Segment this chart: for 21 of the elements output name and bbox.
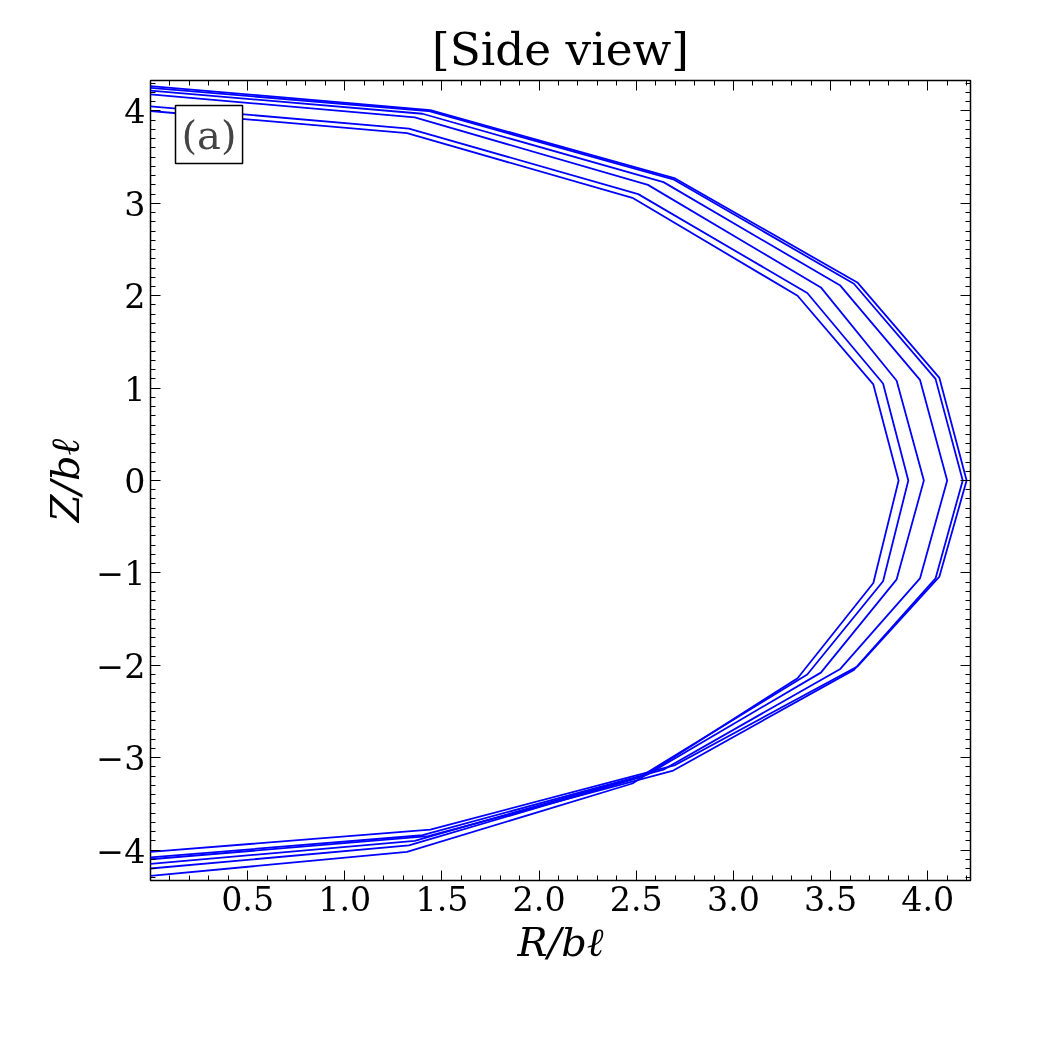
x-tick-label: 2.5 bbox=[609, 879, 663, 919]
x-tick-label: 3.0 bbox=[706, 879, 760, 919]
y-tick-label: −4 bbox=[96, 831, 146, 871]
x-tick-label: 3.5 bbox=[804, 879, 858, 919]
x-tick-label: 1.0 bbox=[318, 879, 372, 919]
annotation: (a) bbox=[181, 111, 237, 158]
y-tick-label: 3 bbox=[124, 184, 146, 224]
x-tick-label: 1.5 bbox=[415, 879, 469, 919]
x-axis-title: R/bℓ bbox=[516, 918, 604, 965]
y-tick-label: −1 bbox=[96, 554, 146, 594]
y-tick-label: 2 bbox=[124, 277, 146, 317]
chart-title: [Side view] bbox=[432, 22, 689, 76]
y-tick-label: 0 bbox=[124, 462, 146, 501]
y-tick-label: 1 bbox=[124, 369, 146, 409]
y-tick-label: 4 bbox=[124, 92, 146, 132]
y-axis-title: Z/bℓ bbox=[42, 438, 89, 525]
x-tick-label: 2.0 bbox=[512, 879, 566, 919]
x-tick-label: 4.0 bbox=[901, 879, 955, 919]
y-tick-label: −3 bbox=[96, 739, 146, 779]
y-tick-label: −2 bbox=[96, 646, 146, 686]
x-tick-label: 0.5 bbox=[221, 879, 275, 919]
